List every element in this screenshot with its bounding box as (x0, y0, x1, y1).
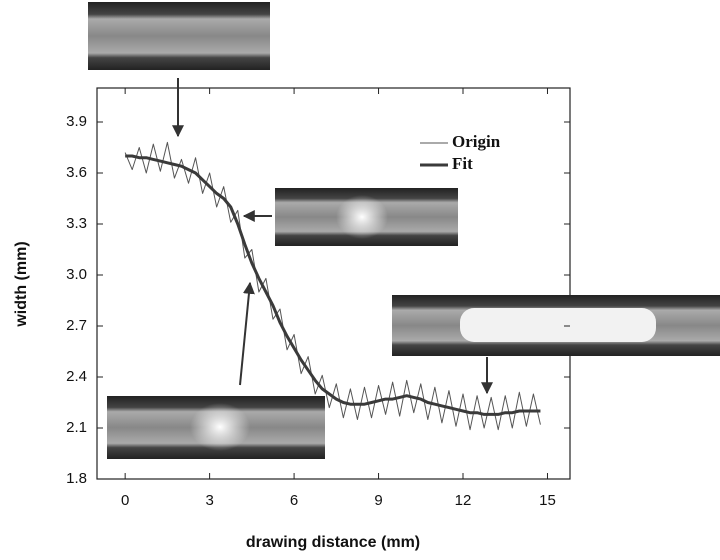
y-tick-label: 1.8 (66, 470, 87, 487)
insets (88, 2, 720, 459)
plot-area (124, 141, 541, 431)
y-axis-label: width (mm) (13, 241, 30, 327)
y-tick-label: 3.0 (66, 266, 87, 283)
y-tick-label: 2.4 (66, 368, 87, 385)
arrow (239, 281, 255, 386)
x-tick-label: 15 (539, 492, 556, 509)
x-tick-label: 9 (374, 492, 382, 509)
neck-glow (190, 403, 250, 451)
y-tick-label: 3.6 (66, 164, 87, 181)
legend-label: Fit (452, 154, 473, 173)
x-tick-label: 12 (455, 492, 472, 509)
inset-photo (88, 2, 270, 70)
neck-glow (460, 308, 656, 342)
neck-glow (336, 195, 388, 239)
x-axis-label: drawing distance (mm) (246, 534, 420, 551)
y-tick-label: 3.9 (66, 113, 87, 130)
series-line (125, 154, 541, 416)
x-tick-label: 3 (205, 492, 213, 509)
legend-label: Origin (452, 132, 501, 151)
x-tick-label: 6 (290, 492, 298, 509)
x-tick-label: 0 (121, 492, 129, 509)
series-line (124, 141, 541, 431)
plot-frame (96, 87, 571, 480)
y-tick-label: 3.3 (66, 215, 87, 232)
y-tick-label: 2.1 (66, 419, 87, 436)
y-tick-label: 2.7 (66, 317, 87, 334)
